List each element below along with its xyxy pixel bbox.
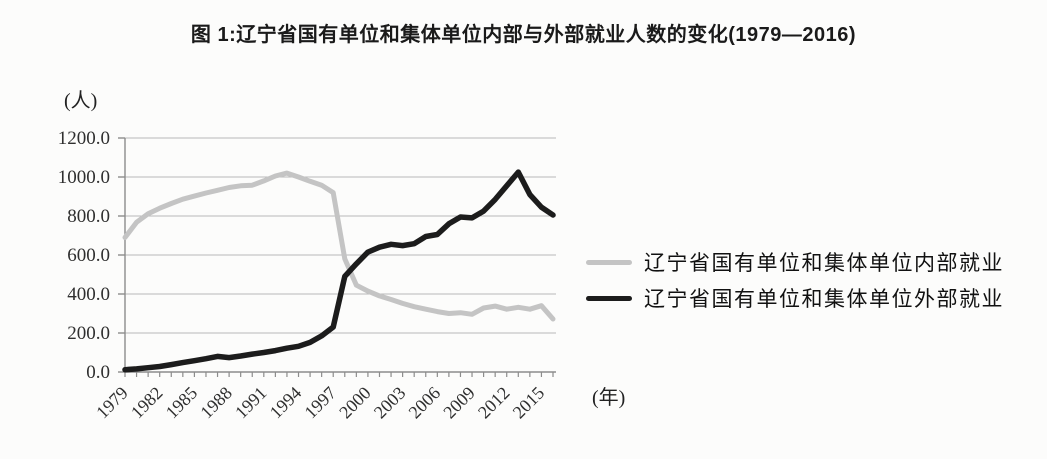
y-tick-label: 0.0	[86, 362, 110, 383]
x-axis-unit-label: (年)	[592, 387, 626, 409]
x-tick-label: 1994	[266, 383, 306, 423]
y-tick-label: 1000.0	[58, 167, 110, 188]
y-axis-unit-label: (人)	[64, 90, 98, 112]
y-tick-label: 600.0	[67, 245, 110, 266]
legend-item-internal: 辽宁省国有单位和集体单位内部就业	[586, 247, 1004, 277]
x-tick-label: 1988	[196, 383, 236, 423]
x-tick-label: 2015	[509, 383, 549, 423]
legend-line-swatch-internal	[586, 259, 632, 265]
y-tick-label: 400.0	[67, 284, 110, 305]
x-tick-label: 2006	[405, 383, 445, 423]
y-tick-label: 200.0	[67, 323, 110, 344]
x-tick-label: 1979	[92, 383, 132, 423]
series-line-internal	[122, 170, 556, 322]
x-tick-label: 2000	[335, 383, 375, 423]
x-tick-label: 1985	[162, 383, 202, 423]
x-tick-label: 1997	[300, 383, 340, 423]
x-tick-label: 2009	[439, 383, 479, 423]
figure-title: 图 1:辽宁省国有单位和集体单位内部与外部就业人数的变化(1979—2016)	[190, 24, 857, 46]
y-tick-label: 800.0	[67, 206, 110, 227]
series-line-external	[122, 169, 556, 373]
legend-line-swatch-external	[586, 295, 632, 301]
y-tick-label: 1200.0	[58, 128, 110, 149]
x-tick-label: 1991	[231, 383, 271, 423]
x-tick-label: 2003	[370, 383, 410, 423]
x-tick-label: 1982	[127, 383, 167, 423]
legend-label-external: 辽宁省国有单位和集体单位外部就业	[644, 288, 1004, 311]
legend-label-internal: 辽宁省国有单位和集体单位内部就业	[644, 252, 1004, 275]
legend: 辽宁省国有单位和集体单位内部就业 辽宁省国有单位和集体单位外部就业	[586, 247, 1004, 313]
x-tick-label: 2012	[474, 383, 514, 423]
legend-item-external: 辽宁省国有单位和集体单位外部就业	[586, 283, 1004, 313]
